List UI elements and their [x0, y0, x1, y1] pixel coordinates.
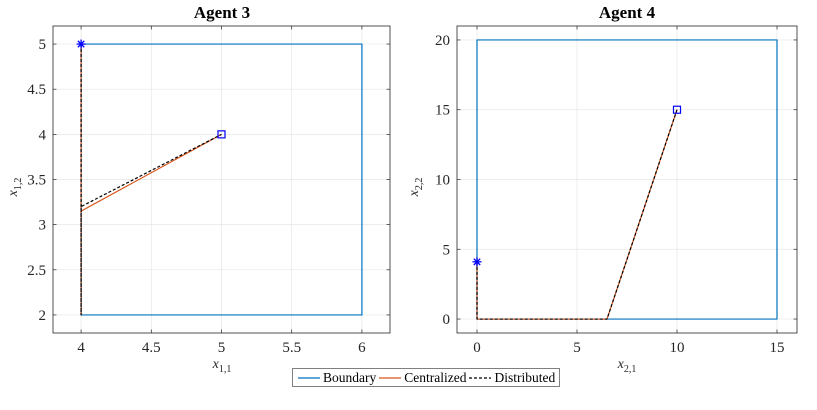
- y-ticks: 0 5 10 15 20: [435, 33, 797, 328]
- grid-lines: [457, 26, 797, 333]
- y-tick-label: 0: [443, 312, 451, 328]
- x-tick-label: 5.5: [282, 340, 301, 356]
- start-marker-asterisk: [472, 257, 482, 267]
- legend-swatch: [379, 376, 402, 379]
- x-tick-label: 6: [358, 340, 366, 356]
- x-tick-label: 5: [573, 340, 581, 356]
- legend: Boundary Centralized Distributed: [292, 368, 561, 387]
- x-tick-label: 10: [670, 340, 685, 356]
- plot-series: [80, 43, 363, 316]
- x-ticks: 0 5 10 15: [473, 26, 785, 356]
- y-tick-label: 2.5: [27, 263, 46, 279]
- chart-agent-4: Agent 4 0 5 10 15 0 5 10 15 20 x2,1 x2,2: [407, 3, 798, 375]
- goal-marker-square: [672, 105, 682, 114]
- plot-markers: [76, 39, 226, 139]
- x-ticks: 4 4.5 5 5.5 6: [77, 26, 366, 356]
- y-tick-label: 3: [39, 218, 47, 234]
- legend-swatch: [469, 376, 492, 379]
- grid-lines: [53, 26, 390, 333]
- series-distributed: [80, 44, 222, 316]
- y-tick-label: 5: [443, 242, 451, 258]
- legend-label: Distributed: [494, 369, 556, 385]
- y-tick-label: 10: [435, 173, 450, 189]
- x-axis-label: x2,1: [617, 357, 637, 375]
- y-tick-label: 20: [435, 33, 450, 49]
- y-ticks: 2 2.5 3 3.5 4 4.5 5: [27, 37, 390, 324]
- chart-agent-3: Agent 3 4 4.5 5 5.5 6 2 2.5 3 3.5 4 4.5 5 x1,1 x1,…: [6, 3, 391, 375]
- legend-label: Boundary: [323, 369, 377, 385]
- series-distributed: [476, 109, 678, 320]
- plot-markers: [472, 105, 682, 267]
- x-tick-label: 0: [473, 340, 481, 356]
- x-tick-label: 4.5: [142, 340, 161, 356]
- y-tick-label: 2: [39, 308, 47, 324]
- y-tick-label: 4.5: [27, 82, 46, 98]
- legend-swatch: [298, 376, 320, 379]
- y-axis-label: x2,2: [407, 178, 425, 198]
- chart-title: Agent 4: [599, 3, 656, 22]
- series-boundary: [476, 39, 778, 320]
- legend-label: Centralized: [404, 369, 467, 385]
- x-tick-label: 4: [77, 340, 85, 356]
- y-axis-label: x1,2: [6, 178, 24, 198]
- plot-series: [476, 39, 778, 320]
- legend-item-centralized: Centralized: [378, 370, 466, 386]
- asterisk-stroke: [473, 258, 481, 266]
- legend-item-distributed: Distributed: [468, 370, 555, 386]
- goal-marker-square: [217, 130, 226, 139]
- x-axis-label: x1,1: [212, 357, 232, 375]
- start-marker-asterisk: [76, 39, 86, 49]
- legend-item-boundary: Boundary: [297, 370, 376, 386]
- x-tick-label: 5: [218, 340, 226, 356]
- chart-title: Agent 3: [194, 3, 250, 22]
- y-tick-label: 15: [435, 103, 450, 119]
- x-tick-label: 15: [770, 340, 785, 356]
- asterisk-stroke: [77, 40, 85, 48]
- y-tick-label: 3.5: [27, 173, 46, 189]
- y-tick-label: 4: [39, 127, 47, 143]
- y-tick-label: 5: [39, 37, 47, 53]
